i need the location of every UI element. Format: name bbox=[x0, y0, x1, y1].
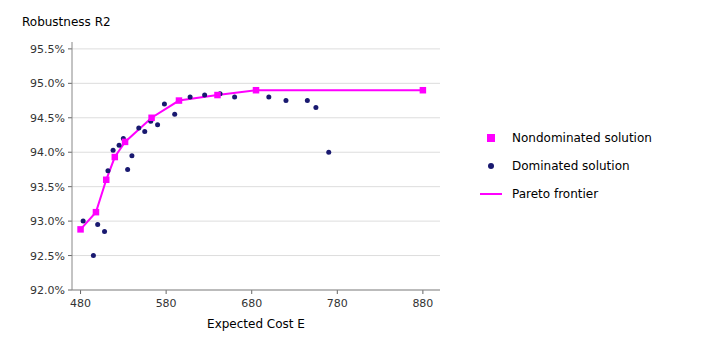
legend-label: Pareto frontier bbox=[512, 187, 598, 201]
point bbox=[176, 97, 183, 104]
y-tick bbox=[68, 186, 72, 187]
point bbox=[117, 143, 122, 148]
point bbox=[105, 168, 110, 173]
x-tick-label: 680 bbox=[241, 297, 262, 310]
legend: Nondominated solution Dominated solution P… bbox=[480, 131, 652, 201]
grid-line bbox=[72, 117, 440, 118]
point bbox=[326, 150, 331, 155]
point bbox=[77, 226, 84, 233]
x-axis-label: Expected Cost E bbox=[207, 317, 305, 331]
plot-area bbox=[77, 87, 426, 258]
point bbox=[136, 126, 141, 131]
y-tick-label: 95.0% bbox=[30, 77, 65, 90]
legend-item: Dominated solution bbox=[488, 159, 630, 173]
point bbox=[148, 115, 155, 122]
chart-container: 92.0% 92.5% 93.0% 93.5% 94.0% 94.5% 95.0% 95.5%… bbox=[0, 0, 720, 340]
grid-line bbox=[72, 221, 440, 222]
point bbox=[155, 122, 160, 127]
y-tick-label: 95.5% bbox=[30, 43, 65, 56]
point bbox=[112, 154, 119, 161]
point bbox=[111, 148, 116, 153]
point bbox=[283, 98, 288, 103]
point bbox=[214, 92, 221, 99]
x-tick-label: 480 bbox=[70, 297, 91, 310]
y-tick bbox=[68, 48, 72, 49]
pareto-line bbox=[81, 90, 423, 229]
x-tick bbox=[80, 290, 81, 294]
legend-item: Pareto frontier bbox=[480, 187, 598, 201]
point bbox=[202, 93, 207, 98]
y-tick bbox=[68, 221, 72, 222]
point bbox=[95, 222, 100, 227]
y-axis-line bbox=[72, 42, 73, 290]
y-tick bbox=[68, 152, 72, 153]
point bbox=[253, 87, 260, 94]
y-tick bbox=[68, 117, 72, 118]
grid-line bbox=[72, 152, 440, 153]
y-tick-label: 92.5% bbox=[30, 250, 65, 263]
series-points bbox=[77, 87, 426, 233]
point bbox=[125, 167, 130, 172]
grid bbox=[72, 49, 440, 290]
legend-label: Nondominated solution bbox=[512, 131, 652, 145]
point bbox=[313, 105, 318, 110]
x-tick-label: 880 bbox=[412, 297, 433, 310]
point bbox=[122, 139, 128, 146]
y-tick-label: 92.0% bbox=[30, 284, 65, 297]
y-tick-label: 94.5% bbox=[30, 112, 65, 125]
point bbox=[91, 253, 96, 258]
legend-swatch bbox=[488, 163, 494, 169]
y-tick-label: 94.0% bbox=[30, 146, 65, 159]
grid-line bbox=[72, 290, 440, 291]
x-tick-label: 580 bbox=[156, 297, 177, 310]
grid-line bbox=[72, 186, 440, 187]
legend-swatch bbox=[480, 193, 502, 195]
chart-svg: 92.0% 92.5% 93.0% 93.5% 94.0% 94.5% 95.0% 95.5%… bbox=[0, 0, 720, 340]
point bbox=[129, 153, 134, 158]
grid-line bbox=[72, 255, 440, 256]
background bbox=[0, 0, 720, 340]
point bbox=[103, 177, 110, 184]
legend-swatch bbox=[487, 134, 495, 142]
y-axis-label: Robustness R2 bbox=[22, 15, 111, 29]
y-tick-label: 93.0% bbox=[30, 215, 65, 228]
y-tick bbox=[68, 83, 72, 84]
x-tick-label: 780 bbox=[327, 297, 348, 310]
axes: 92.0% 92.5% 93.0% 93.5% 94.0% 94.5% 95.0% 95.5%… bbox=[30, 42, 440, 310]
point bbox=[93, 209, 100, 216]
legend-label: Dominated solution bbox=[512, 159, 630, 173]
x-tick bbox=[251, 290, 252, 294]
x-axis-line bbox=[72, 290, 440, 291]
series-points bbox=[81, 91, 332, 258]
point bbox=[162, 102, 167, 107]
point bbox=[305, 98, 310, 103]
y-tick-label: 93.5% bbox=[30, 181, 65, 194]
point bbox=[266, 95, 271, 100]
x-tick bbox=[166, 290, 167, 294]
point bbox=[81, 219, 86, 224]
point bbox=[420, 87, 427, 94]
y-tick bbox=[68, 255, 72, 256]
grid-line bbox=[72, 48, 440, 49]
point bbox=[142, 129, 147, 134]
x-tick bbox=[337, 290, 338, 294]
point bbox=[232, 95, 237, 100]
x-tick bbox=[422, 290, 423, 294]
legend-item: Nondominated solution bbox=[487, 131, 652, 145]
point bbox=[102, 229, 107, 234]
point bbox=[188, 95, 193, 100]
grid-line bbox=[72, 83, 440, 84]
y-tick bbox=[68, 290, 72, 291]
point bbox=[172, 112, 177, 117]
